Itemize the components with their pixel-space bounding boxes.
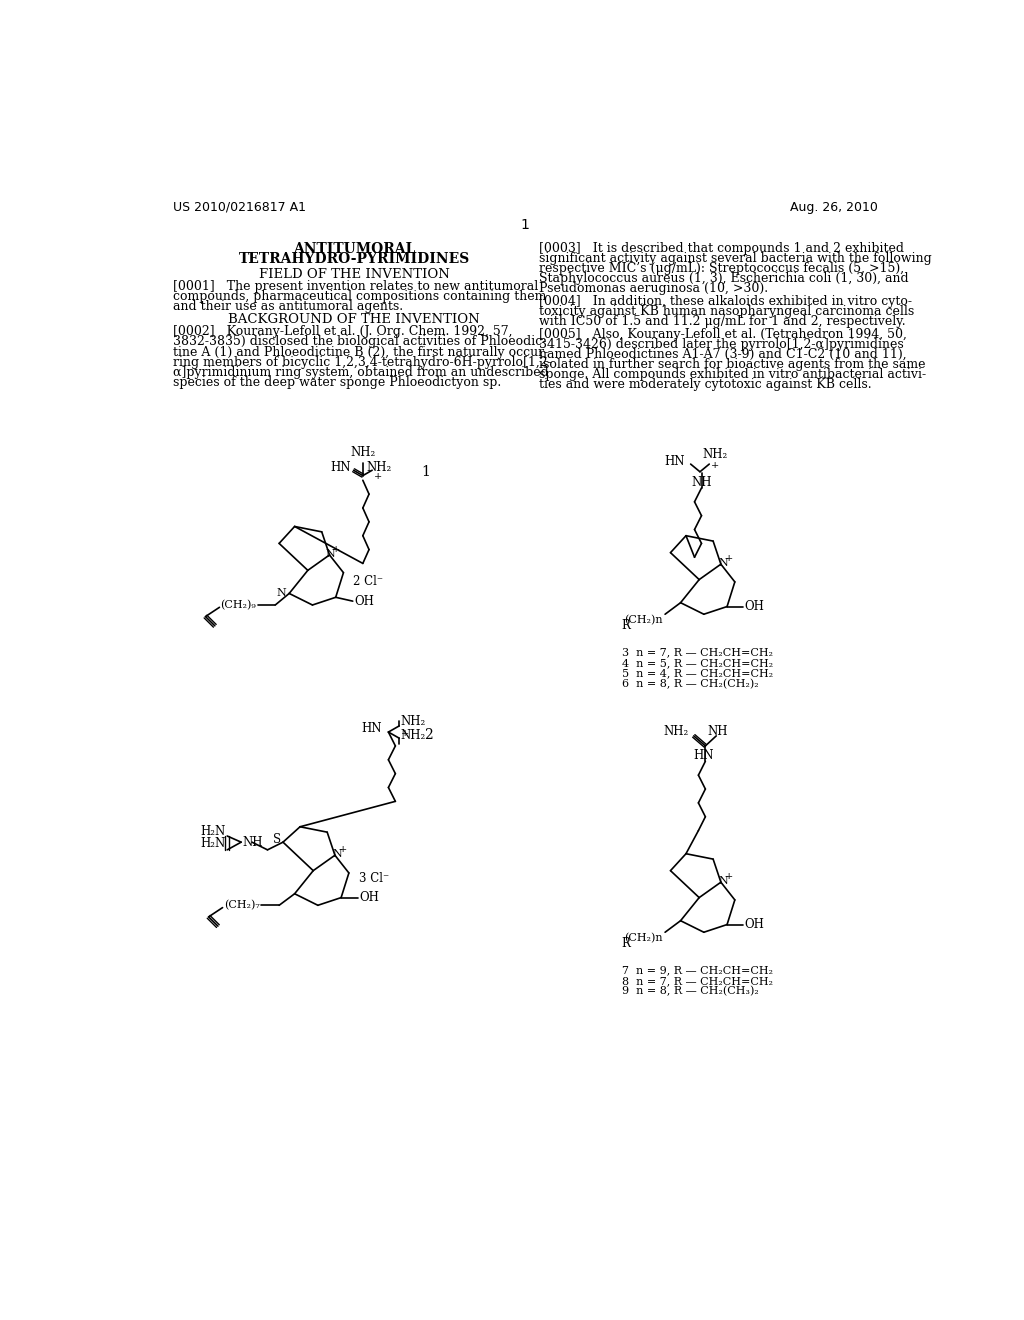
Text: NH: NH	[243, 836, 263, 849]
Text: HN: HN	[664, 454, 684, 467]
Text: R: R	[622, 937, 630, 950]
Text: isolated in further search for bioactive agents from the same: isolated in further search for bioactive…	[539, 358, 926, 371]
Text: FIELD OF THE INVENTION: FIELD OF THE INVENTION	[259, 268, 450, 281]
Text: 2 Cl⁻: 2 Cl⁻	[352, 576, 383, 589]
Text: +: +	[400, 729, 409, 738]
Text: 7  n = 9, R — CH₂CH=CH₂: 7 n = 9, R — CH₂CH=CH₂	[623, 965, 773, 975]
Text: 2: 2	[424, 729, 433, 742]
Text: OH: OH	[359, 891, 380, 904]
Text: named Phloeodictines A1-A7 (3-9) and C1-C2 (10 and 11),: named Phloeodictines A1-A7 (3-9) and C1-…	[539, 348, 906, 360]
Text: H₂N: H₂N	[201, 825, 225, 838]
Text: OH: OH	[354, 594, 374, 607]
Text: 3  n = 7, R — CH₂CH=CH₂: 3 n = 7, R — CH₂CH=CH₂	[623, 647, 773, 657]
Text: 4  n = 5, R — CH₂CH=CH₂: 4 n = 5, R — CH₂CH=CH₂	[623, 657, 773, 668]
Text: [0002]   Kourany-Lefoll et al. (J. Org. Chem. 1992, 57,: [0002] Kourany-Lefoll et al. (J. Org. Ch…	[173, 326, 512, 338]
Text: [0004]   In addition, these alkaloids exhibited in vitro cyto-: [0004] In addition, these alkaloids exhi…	[539, 294, 911, 308]
Text: ANTITUMORAL: ANTITUMORAL	[293, 242, 416, 256]
Text: OH: OH	[744, 601, 764, 612]
Text: (CH₂)n: (CH₂)n	[624, 933, 663, 944]
Text: respective MIC’s (μg/mL): Streptococcus fecalis (5, >15),: respective MIC’s (μg/mL): Streptococcus …	[539, 261, 904, 275]
Text: 9  n = 8, R — CH₂(CH₃)₂: 9 n = 8, R — CH₂(CH₃)₂	[623, 986, 759, 997]
Text: 1: 1	[421, 465, 430, 479]
Text: +: +	[374, 473, 382, 480]
Text: HN: HN	[361, 722, 382, 735]
Text: significant activity against several bacteria with the following: significant activity against several bac…	[539, 252, 932, 264]
Text: NH₂: NH₂	[366, 462, 391, 474]
Text: tine A (1) and Phloeodictine B (2), the first naturally occur-: tine A (1) and Phloeodictine B (2), the …	[173, 346, 548, 359]
Text: and their use as antitumoral agents.: and their use as antitumoral agents.	[173, 300, 403, 313]
Text: [0005]   Also, Kourany-Lefoll et al. (Tetrahedron 1994, 50,: [0005] Also, Kourany-Lefoll et al. (Tetr…	[539, 327, 906, 341]
Text: R: R	[622, 619, 630, 632]
Text: OH: OH	[744, 917, 764, 931]
Text: NH₂: NH₂	[400, 714, 426, 727]
Text: N: N	[326, 549, 336, 560]
Text: NH₂: NH₂	[350, 446, 376, 459]
Text: HN: HN	[693, 750, 714, 763]
Text: NH₂: NH₂	[400, 729, 426, 742]
Text: 6  n = 8, R — CH₂(CH₂)₂: 6 n = 8, R — CH₂(CH₂)₂	[623, 678, 759, 689]
Text: N: N	[276, 587, 286, 598]
Text: S: S	[272, 833, 281, 846]
Text: 1: 1	[520, 218, 529, 232]
Text: HN: HN	[330, 462, 350, 474]
Text: +: +	[711, 461, 719, 470]
Text: sponge. All compounds exhibited in vitro antibacterial activi-: sponge. All compounds exhibited in vitro…	[539, 368, 926, 381]
Text: [0001]   The present invention relates to new antitumoral: [0001] The present invention relates to …	[173, 280, 539, 293]
Text: +: +	[725, 871, 733, 880]
Text: with IC50 of 1.5 and 11.2 μg/mL for 1 and 2, respectively.: with IC50 of 1.5 and 11.2 μg/mL for 1 an…	[539, 314, 905, 327]
Text: α]pyrimidinium ring system, obtained from an undescribed: α]pyrimidinium ring system, obtained fro…	[173, 366, 549, 379]
Text: NH₂: NH₂	[702, 449, 727, 462]
Text: NH: NH	[691, 477, 712, 490]
Text: ring members of bicyclic 1,2,3,4-tetrahydro-6H-pyrrolo[1,2-: ring members of bicyclic 1,2,3,4-tetrahy…	[173, 355, 552, 368]
Text: (CH₂)₉: (CH₂)₉	[220, 599, 256, 610]
Text: Staphylococcus aureus (1, 3), Escherichia coli (1, 30), and: Staphylococcus aureus (1, 3), Escherichi…	[539, 272, 908, 285]
Text: (CH₂)₇: (CH₂)₇	[224, 900, 260, 911]
Text: US 2010/0216817 A1: US 2010/0216817 A1	[173, 201, 306, 214]
Text: +: +	[332, 545, 340, 554]
Text: +: +	[725, 553, 733, 562]
Text: (CH₂)n: (CH₂)n	[624, 615, 663, 626]
Text: BACKGROUND OF THE INVENTION: BACKGROUND OF THE INVENTION	[228, 313, 480, 326]
Text: species of the deep water sponge Phloeodictyon sp.: species of the deep water sponge Phloeod…	[173, 376, 501, 388]
Text: N: N	[719, 557, 728, 568]
Text: compounds, pharmaceutical compositions containing them: compounds, pharmaceutical compositions c…	[173, 290, 547, 304]
Text: H₂N: H₂N	[201, 837, 225, 850]
Text: Aug. 26, 2010: Aug. 26, 2010	[791, 201, 879, 214]
Text: +: +	[339, 845, 347, 854]
Text: N: N	[719, 875, 728, 886]
Text: NH: NH	[707, 725, 727, 738]
Text: Pseudomonas aeruginosa (10, >30).: Pseudomonas aeruginosa (10, >30).	[539, 281, 768, 294]
Text: toxicity against KB human nasopharyngeal carcinoma cells: toxicity against KB human nasopharyngeal…	[539, 305, 914, 318]
Text: NH₂: NH₂	[664, 725, 688, 738]
Text: N: N	[333, 850, 342, 859]
Text: [0003]   It is described that compounds 1 and 2 exhibited: [0003] It is described that compounds 1 …	[539, 242, 904, 255]
Text: 5  n = 4, R — CH₂CH=CH₂: 5 n = 4, R — CH₂CH=CH₂	[623, 668, 773, 678]
Text: ties and were moderately cytotoxic against KB cells.: ties and were moderately cytotoxic again…	[539, 378, 871, 391]
Text: 3832-3835) disclosed the biological activities of Phloeodic-: 3832-3835) disclosed the biological acti…	[173, 335, 547, 348]
Text: 3415-3426) described later the pyrrolo[1,2-α]pyrimidines: 3415-3426) described later the pyrrolo[1…	[539, 338, 903, 351]
Text: TETRAHYDRO-PYRIMIDINES: TETRAHYDRO-PYRIMIDINES	[239, 252, 470, 267]
Text: 3 Cl⁻: 3 Cl⁻	[359, 871, 389, 884]
Text: 8  n = 7, R — CH₂CH=CH₂: 8 n = 7, R — CH₂CH=CH₂	[623, 975, 773, 986]
